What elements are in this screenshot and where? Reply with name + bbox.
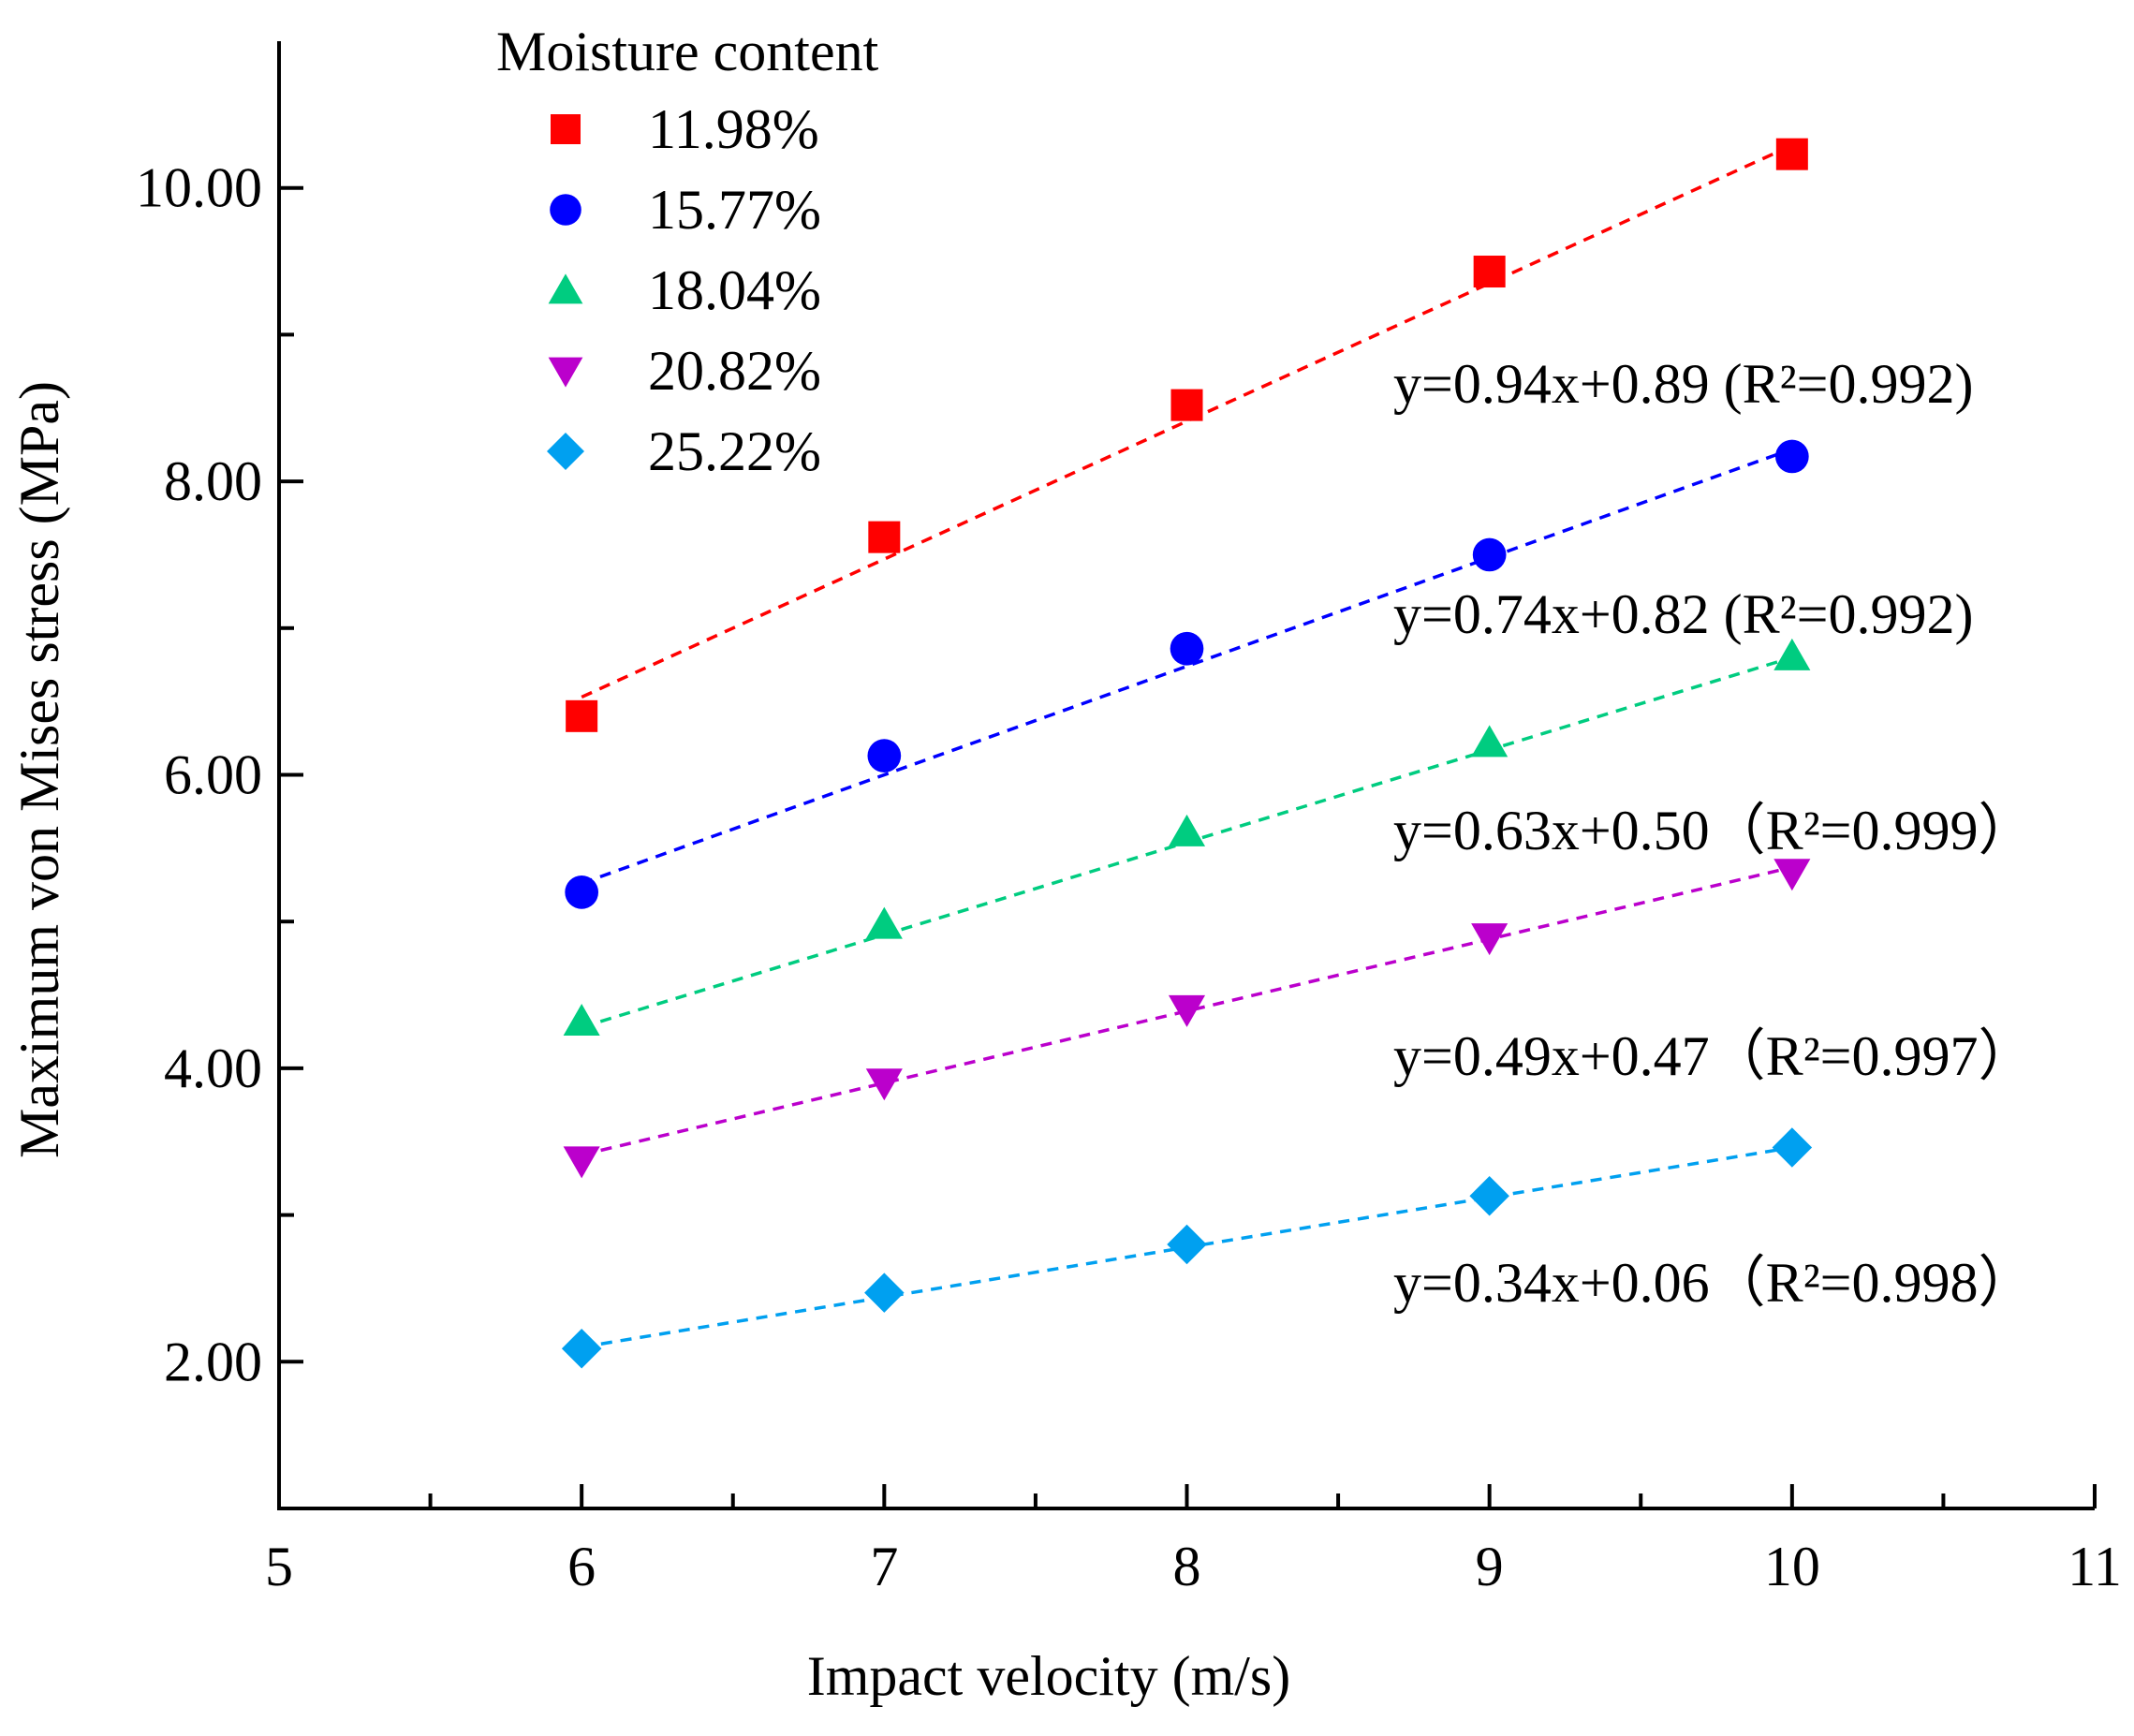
data-point-series-1 xyxy=(1473,256,1506,288)
fit-equation-5: y=0.34x+0.06（R²=0.998） xyxy=(1393,1252,2035,1314)
data-point-series-5 xyxy=(1772,1127,1813,1168)
data-point-series-3 xyxy=(1168,814,1206,846)
fit-equation-3: y=0.63x+0.50（R²=0.999） xyxy=(1393,800,2035,861)
legend-label-4: 20.82% xyxy=(648,340,821,402)
y-tick-label: 10.00 xyxy=(136,157,262,219)
data-point-series-2 xyxy=(565,875,599,909)
data-point-series-1 xyxy=(1775,138,1808,170)
fit-equation-4: y=0.49x+0.47（R²=0.997） xyxy=(1393,1025,2035,1087)
data-point-series-4 xyxy=(1773,859,1811,891)
x-tick-label: 9 xyxy=(1476,1536,1504,1597)
legend: 11.98% 15.77% 18.04% 20.82% 25.22% xyxy=(547,98,821,482)
fit-lines xyxy=(581,143,1793,1349)
legend-label-2: 15.77% xyxy=(648,179,821,241)
fit-equation-1: y=0.94x+0.89 (R²=0.992) xyxy=(1393,353,1973,415)
x-axis-ticks: 5 6 7 8 9 10 11 xyxy=(265,1484,2122,1597)
data-point-series-5 xyxy=(864,1273,905,1313)
data-point-series-3 xyxy=(865,906,903,939)
legend-marker-1 xyxy=(551,114,581,144)
fit-line-2 xyxy=(581,447,1793,886)
data-point-series-4 xyxy=(865,1068,903,1101)
y-tick-label: 2.00 xyxy=(164,1331,262,1392)
x-tick-label: 11 xyxy=(2068,1536,2122,1597)
x-axis-title: Impact velocity (m/s) xyxy=(807,1645,1291,1707)
data-point-series-1 xyxy=(1170,389,1203,421)
fit-equation-2: y=0.74x+0.82 (R²=0.992) xyxy=(1393,583,1973,645)
y-axis-title: Maximum von Mises stress (MPa) xyxy=(8,381,70,1158)
data-point-series-3 xyxy=(563,1004,600,1037)
data-point-series-2 xyxy=(1170,631,1204,666)
y-tick-label: 6.00 xyxy=(164,744,262,806)
x-tick-label: 5 xyxy=(265,1536,293,1597)
legend-marker-4 xyxy=(548,357,583,388)
legend-label-1: 11.98% xyxy=(648,98,819,160)
data-point-series-1 xyxy=(868,521,901,553)
legend-label-3: 18.04% xyxy=(648,259,821,321)
data-point-series-2 xyxy=(1472,537,1507,572)
x-tick-label: 10 xyxy=(1764,1536,1820,1597)
y-tick-label: 8.00 xyxy=(164,450,262,512)
data-point-series-4 xyxy=(563,1146,600,1179)
x-tick-label: 7 xyxy=(870,1536,898,1597)
fit-line-1 xyxy=(581,143,1793,699)
y-axis-ticks: 2.00 4.00 6.00 8.00 10.00 xyxy=(136,157,303,1392)
data-point-series-4 xyxy=(1168,994,1206,1027)
data-point-series-1 xyxy=(566,699,598,732)
legend-marker-2 xyxy=(550,194,581,226)
y-tick-label: 4.00 xyxy=(164,1037,262,1099)
legend-marker-3 xyxy=(548,273,583,304)
fit-equations: y=0.94x+0.89 (R²=0.992) y=0.74x+0.82 (R²=… xyxy=(1393,353,2035,1314)
data-point-series-3 xyxy=(1471,725,1509,758)
fit-line-4 xyxy=(581,865,1793,1157)
data-points xyxy=(561,138,1813,1369)
data-point-series-5 xyxy=(1167,1224,1207,1265)
legend-marker-5 xyxy=(547,433,584,470)
data-point-series-2 xyxy=(867,739,902,772)
data-point-series-3 xyxy=(1773,638,1811,670)
x-tick-label: 6 xyxy=(567,1536,596,1597)
data-point-series-2 xyxy=(1774,439,1809,474)
data-point-series-5 xyxy=(561,1328,602,1369)
data-point-series-5 xyxy=(1469,1175,1509,1216)
data-point-series-4 xyxy=(1471,923,1509,956)
legend-title: Moisture content xyxy=(496,21,879,82)
legend-label-5: 25.22% xyxy=(648,420,821,482)
x-tick-label: 8 xyxy=(1173,1536,1201,1597)
